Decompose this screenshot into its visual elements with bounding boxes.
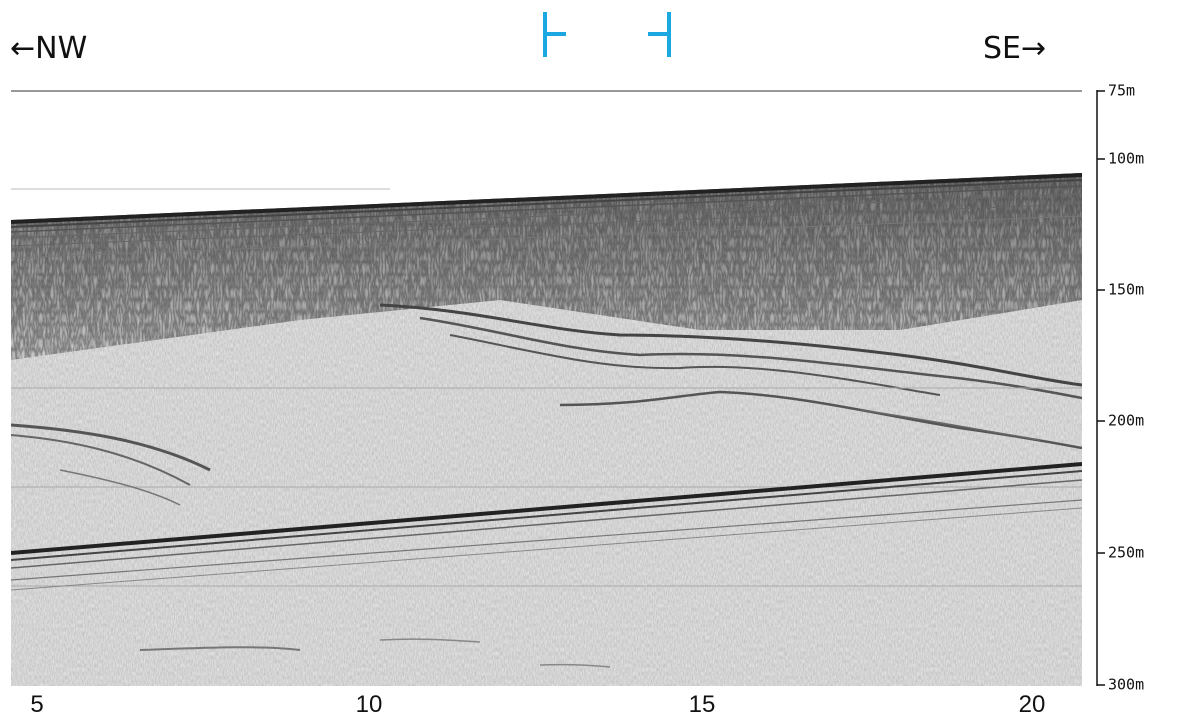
- x-tick-10: 10: [355, 691, 383, 718]
- depth-label-75m: 75m: [1108, 81, 1136, 100]
- section-marker-left: [543, 12, 566, 57]
- depth-label-300m: 300m: [1108, 675, 1145, 694]
- depth-label-100m: 100m: [1108, 149, 1145, 168]
- x-tick-20: 20: [1018, 691, 1046, 718]
- profile-plot-area: [11, 90, 1082, 686]
- depth-label-250m: 250m: [1108, 543, 1145, 562]
- x-tick-15: 15: [688, 691, 716, 718]
- depth-label-200m: 200m: [1108, 411, 1145, 430]
- x-tick-5: 5: [30, 691, 44, 718]
- direction-label-southeast: SE→: [983, 31, 1047, 66]
- section-marker-right: [648, 12, 671, 57]
- direction-label-northwest: ←NW: [10, 31, 88, 66]
- depth-axis: [1096, 90, 1105, 686]
- depth-label-150m: 150m: [1108, 280, 1145, 299]
